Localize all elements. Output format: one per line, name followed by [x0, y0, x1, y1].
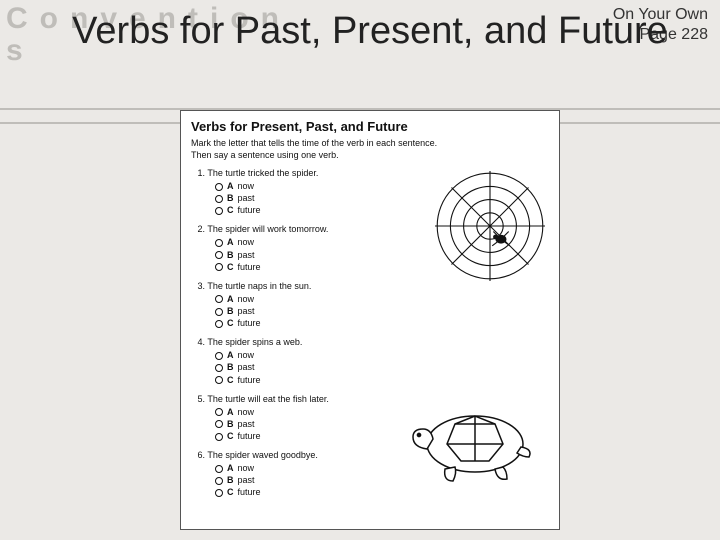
- option-text: past: [238, 419, 255, 429]
- option-letter: B: [227, 362, 234, 372]
- background-label-line2: s: [6, 34, 35, 68]
- option-text: future: [238, 318, 261, 328]
- option-a[interactable]: Anow: [215, 349, 549, 361]
- option-letter: A: [227, 294, 234, 304]
- question-3: 3. The turtle naps in the sun. Anow Bpas…: [191, 281, 549, 329]
- option-text: future: [238, 205, 261, 215]
- option-text: future: [238, 375, 261, 385]
- option-letter: B: [227, 419, 234, 429]
- option-letter: A: [227, 237, 234, 247]
- radio-icon: [215, 251, 223, 259]
- radio-icon: [215, 207, 223, 215]
- option-letter: A: [227, 181, 234, 191]
- option-letter: A: [227, 350, 234, 360]
- radio-icon: [215, 477, 223, 485]
- question-number: 3.: [191, 281, 205, 291]
- question-text: The spider waved goodbye.: [207, 450, 318, 460]
- option-b[interactable]: Bpast: [215, 361, 549, 373]
- worksheet-instruction-1: Mark the letter that tells the time of t…: [191, 138, 549, 148]
- question-number: 2.: [191, 224, 205, 234]
- question-text: The spider will work tomorrow.: [207, 224, 328, 234]
- option-text: past: [238, 475, 255, 485]
- option-c[interactable]: Cfuture: [215, 317, 549, 329]
- option-text: past: [238, 250, 255, 260]
- option-letter: A: [227, 407, 234, 417]
- option-text: now: [238, 181, 255, 191]
- option-text: now: [238, 294, 255, 304]
- option-letter: B: [227, 193, 234, 203]
- question-number: 4.: [191, 337, 205, 347]
- option-letter: C: [227, 205, 234, 215]
- option-text: now: [238, 350, 255, 360]
- question-text: The turtle tricked the spider.: [207, 168, 318, 178]
- radio-icon: [215, 295, 223, 303]
- radio-icon: [215, 320, 223, 328]
- question-number: 5.: [191, 394, 205, 404]
- radio-icon: [215, 408, 223, 416]
- option-letter: C: [227, 262, 234, 272]
- question-number: 1.: [191, 168, 205, 178]
- option-letter: C: [227, 431, 234, 441]
- option-text: future: [238, 487, 261, 497]
- radio-icon: [215, 239, 223, 247]
- option-a[interactable]: Anow: [215, 293, 549, 305]
- option-text: now: [238, 237, 255, 247]
- option-letter: C: [227, 487, 234, 497]
- question-text: The turtle naps in the sun.: [207, 281, 311, 291]
- option-c[interactable]: Cfuture: [215, 374, 549, 386]
- option-text: past: [238, 306, 255, 316]
- radio-icon: [215, 352, 223, 360]
- option-letter: B: [227, 250, 234, 260]
- question-4: 4. The spider spins a web. Anow Bpast Cf…: [191, 337, 549, 385]
- radio-icon: [215, 420, 223, 428]
- question-text: The spider spins a web.: [207, 337, 302, 347]
- worksheet-instruction-2: Then say a sentence using one verb.: [191, 150, 549, 160]
- option-letter: A: [227, 463, 234, 473]
- option-letter: B: [227, 475, 234, 485]
- radio-icon: [215, 364, 223, 372]
- worksheet: Verbs for Present, Past, and Future Mark…: [180, 110, 560, 530]
- option-letter: C: [227, 375, 234, 385]
- option-text: past: [238, 193, 255, 203]
- option-b[interactable]: Bpast: [215, 305, 549, 317]
- question-text: The turtle will eat the fish later.: [207, 394, 329, 404]
- option-text: now: [238, 407, 255, 417]
- page-title: Verbs for Past, Present, and Future: [60, 10, 680, 54]
- radio-icon: [215, 263, 223, 271]
- radio-icon: [215, 376, 223, 384]
- radio-icon: [215, 465, 223, 473]
- option-text: future: [238, 262, 261, 272]
- option-text: past: [238, 362, 255, 372]
- radio-icon: [215, 308, 223, 316]
- radio-icon: [215, 195, 223, 203]
- question-number: 6.: [191, 450, 205, 460]
- radio-icon: [215, 489, 223, 497]
- option-letter: B: [227, 306, 234, 316]
- radio-icon: [215, 183, 223, 191]
- option-letter: C: [227, 318, 234, 328]
- worksheet-title: Verbs for Present, Past, and Future: [191, 119, 549, 134]
- option-text: now: [238, 463, 255, 473]
- radio-icon: [215, 433, 223, 441]
- spiderweb-illustration: [435, 171, 545, 281]
- turtle-illustration: [405, 399, 545, 489]
- option-text: future: [238, 431, 261, 441]
